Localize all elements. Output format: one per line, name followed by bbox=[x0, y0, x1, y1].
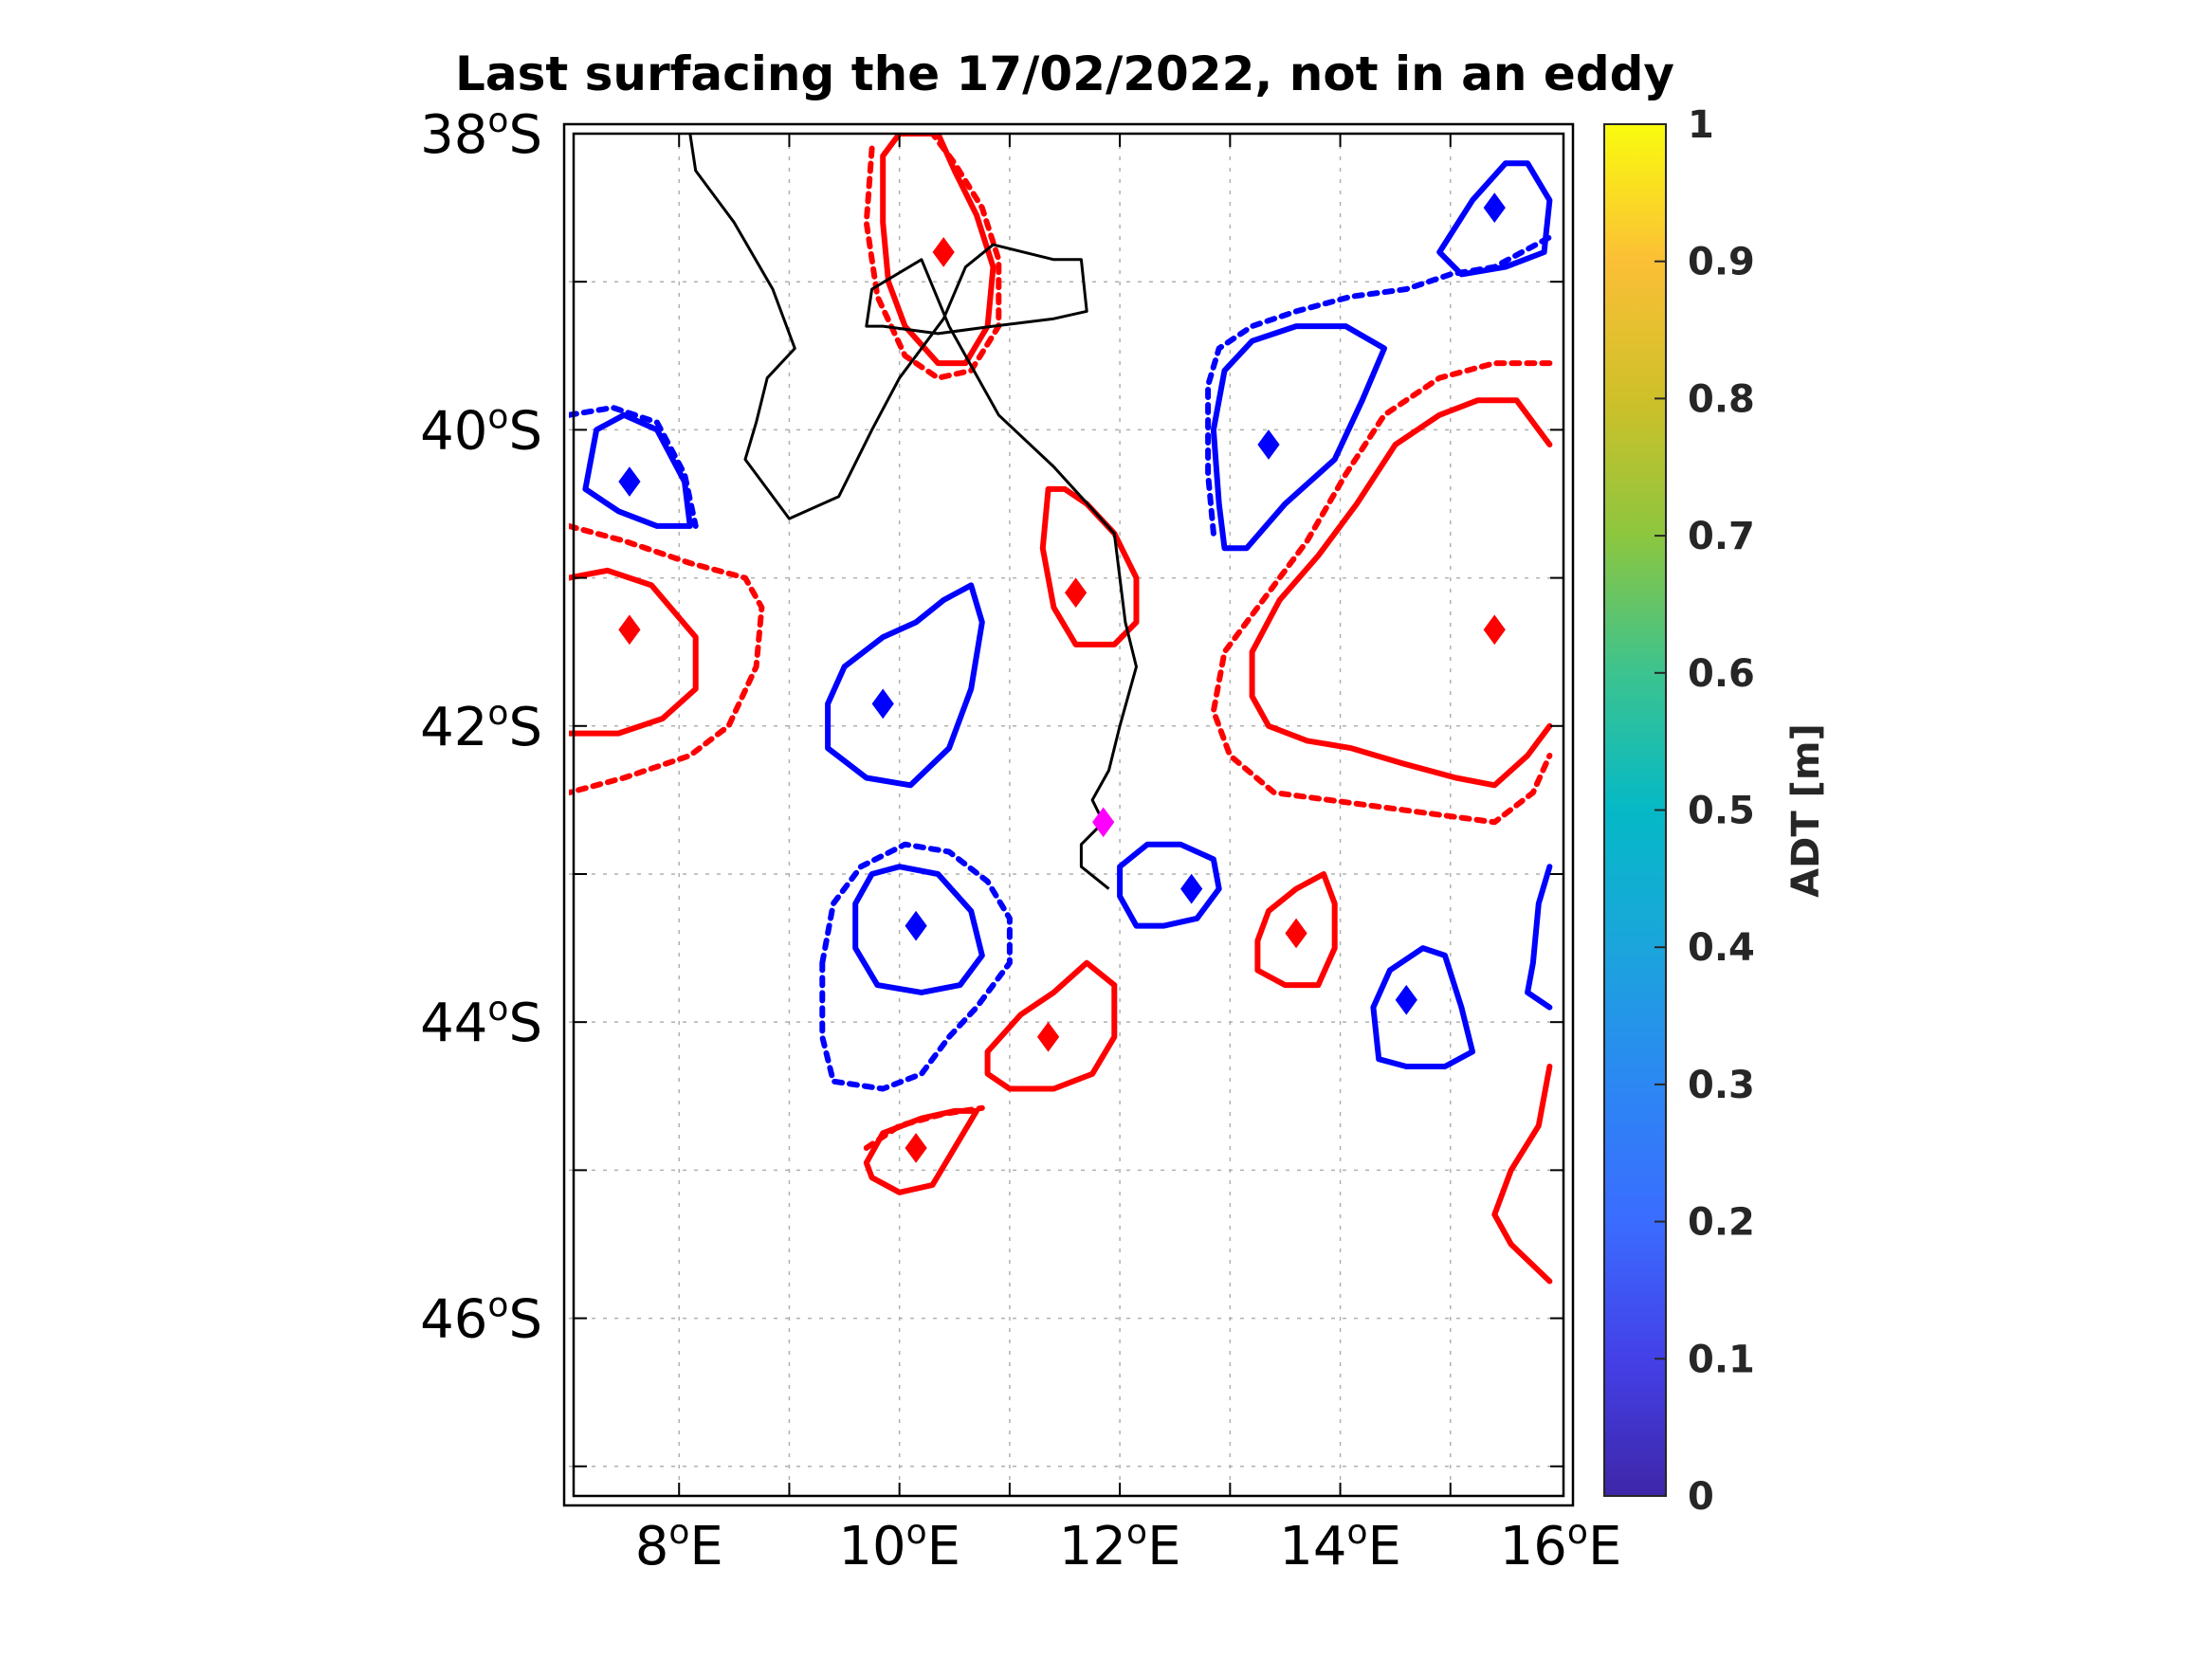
colorbar-tick-label: 0.1 bbox=[1688, 1338, 1755, 1381]
y-tick-label: 40oS bbox=[420, 397, 542, 462]
cyclonic-eddy-contour-solid bbox=[1210, 323, 1387, 552]
y-tick-label: 42oS bbox=[420, 694, 542, 758]
anticyclonic-eddy-center-marker bbox=[1036, 1021, 1060, 1052]
colorbar-label: ADT [m] bbox=[1784, 723, 1828, 898]
cyclonic-eddy-contour-solid bbox=[1525, 864, 1553, 1011]
cyclonic-eddy-contour-solid bbox=[852, 864, 985, 995]
colorbar-tick-label: 0.5 bbox=[1688, 790, 1755, 833]
anticyclonic-eddy-contour-solid bbox=[1249, 397, 1553, 789]
anticyclonic-eddy-contour-dashed bbox=[569, 522, 765, 796]
axis-tick-marks bbox=[574, 134, 1563, 1496]
cyclonic-eddy-center-marker bbox=[1395, 984, 1417, 1015]
cyclonic-eddy-center-marker bbox=[618, 466, 641, 497]
float-track bbox=[688, 134, 1138, 890]
x-tick-labels: 8oE 10oE 12oE 14oE 16oE bbox=[635, 1513, 1622, 1577]
anticyclonic-eddy-center-marker bbox=[1285, 918, 1307, 949]
grid-lines bbox=[569, 134, 1561, 1496]
anticyclonic-eddy-contour-solid bbox=[1254, 871, 1338, 989]
y-tick-label: 38oS bbox=[420, 101, 542, 166]
colorbar-tick-label: 0.4 bbox=[1688, 926, 1755, 970]
anticyclonic-eddy-center-marker bbox=[1064, 577, 1088, 609]
colorbar-tick-label: 0.3 bbox=[1688, 1064, 1755, 1107]
x-tick-label: 14oE bbox=[1279, 1513, 1401, 1577]
float-track-layer bbox=[688, 134, 1138, 890]
anticyclonic-eddy-center-marker bbox=[618, 614, 641, 646]
cyclonic-eddy-center-marker bbox=[871, 688, 894, 720]
cyclonic-eddy-contour-solid bbox=[825, 582, 985, 789]
anticyclonic-eddy-contour-solid bbox=[569, 567, 699, 737]
anticyclonic-eddy-center-marker bbox=[905, 1133, 927, 1163]
x-tick-label: 10oE bbox=[838, 1513, 960, 1577]
cyclonic-eddy-center-marker bbox=[1257, 429, 1280, 460]
anticyclonic-eddy-center-marker bbox=[1483, 614, 1506, 646]
anticyclonic-eddy-contour-solid bbox=[984, 959, 1118, 1092]
x-tick-label: 16oE bbox=[1500, 1513, 1622, 1577]
cyclonic-eddy-contour-solid bbox=[1117, 841, 1222, 929]
y-tick-labels: 38oS 40oS 42oS 44oS 46oS bbox=[420, 101, 542, 1351]
cyclonic-eddy-contour-dashed bbox=[569, 405, 699, 529]
cyclonic-eddy-contour-solid bbox=[582, 411, 693, 529]
cyclonic-eddy-contour-solid bbox=[1370, 945, 1475, 1069]
colorbar-ticks: 0 0.1 0.2 0.3 0.4 0.5 0.6 0.7 0.8 0.9 1 bbox=[1654, 103, 1755, 1519]
x-tick-label: 12oE bbox=[1059, 1513, 1181, 1577]
plot-frame-inner bbox=[572, 132, 1565, 1498]
anticyclonic-eddy-contour-solid bbox=[1039, 485, 1140, 647]
chart-title: Last surfacing the 17/02/2022, not in an… bbox=[455, 46, 1674, 101]
colorbar-tick-label: 0.8 bbox=[1688, 377, 1755, 421]
cyclonic-eddy-center-marker bbox=[1180, 873, 1203, 904]
plot-frame-outer bbox=[562, 122, 1575, 1507]
anticyclonic-eddy-center-marker bbox=[932, 237, 955, 267]
anticyclonic-eddy-contour-solid bbox=[863, 1107, 979, 1195]
eddy-centers bbox=[618, 192, 1506, 1163]
y-tick-label: 44oS bbox=[420, 990, 542, 1054]
colorbar-tick-label: 0.9 bbox=[1688, 241, 1755, 284]
cyclonic-eddy-center-marker bbox=[905, 910, 927, 941]
cyclonic-eddy-center-marker bbox=[1483, 192, 1506, 223]
eddy-contours bbox=[569, 134, 1553, 1285]
anticyclonic-eddy-contour-dashed bbox=[863, 134, 1002, 381]
x-tick-label: 8oE bbox=[635, 1513, 723, 1577]
colorbar-tick-label: 0 bbox=[1688, 1475, 1714, 1519]
y-tick-label: 46oS bbox=[420, 1286, 542, 1351]
anticyclonic-eddy-contour-solid bbox=[1491, 1064, 1553, 1285]
float-position-marker bbox=[1092, 807, 1115, 838]
cyclonic-eddy-contour-dashed bbox=[819, 841, 1013, 1092]
colorbar-tick-label: 0.2 bbox=[1688, 1201, 1755, 1245]
colorbar-tick-label: 0.6 bbox=[1688, 652, 1755, 696]
colorbar-tick-label: 1 bbox=[1688, 103, 1714, 147]
cyclonic-eddy-contour-dashed bbox=[1205, 234, 1553, 537]
anticyclonic-eddy-contour-dashed bbox=[863, 1104, 985, 1151]
anticyclonic-eddy-contour-dashed bbox=[1210, 360, 1553, 826]
colorbar-tick-label: 0.7 bbox=[1688, 515, 1755, 558]
